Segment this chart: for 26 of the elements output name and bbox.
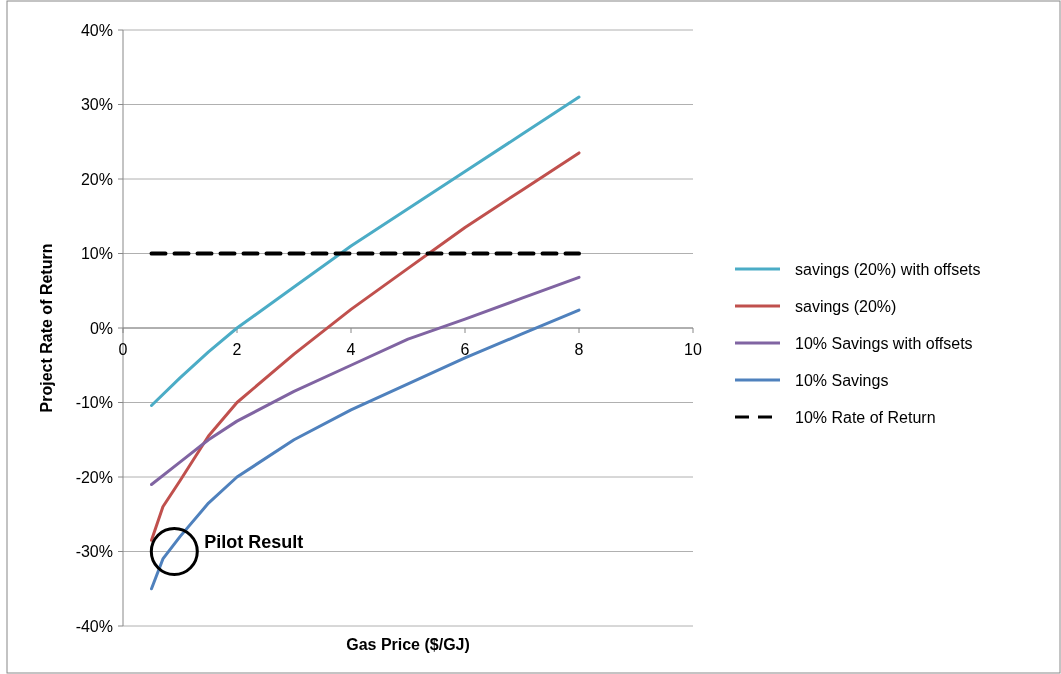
y-tick-label: 20% [80,170,113,188]
x-tick-label: 8 [574,341,584,358]
y-tick-label: 30% [80,96,113,114]
y-tick-label: 10% [80,245,113,263]
y-tick-label: -40% [75,617,113,635]
x-tick-label: 2 [232,341,242,358]
x-tick-label: 4 [346,341,356,358]
x-axis-title: Gas Price ($/GJ) [346,636,470,653]
x-tick-label: 0 [118,341,128,358]
x-tick-label: 10 [684,341,702,358]
y-tick-label: 40% [80,21,113,39]
line-series [150,275,581,486]
line-series [150,95,581,407]
annotation: Pilot Result [204,531,304,552]
legend-label: 10% Savings with offsets [795,334,973,352]
y-axis-title: Project Rate of Return [38,243,55,413]
y-tick-label: 0% [89,319,113,337]
legend-label: savings (20%) [795,297,897,315]
y-tick-label: -30% [75,543,113,561]
x-tick-label: 6 [460,341,470,358]
legend-label: savings (20%) with offsets [795,260,981,278]
y-tick-label: -20% [75,468,113,486]
y-tick-label: -10% [75,394,113,412]
legend-label: 10% Savings [795,371,889,389]
legend-label: 10% Rate of Return [795,408,936,426]
line-series [150,308,581,591]
